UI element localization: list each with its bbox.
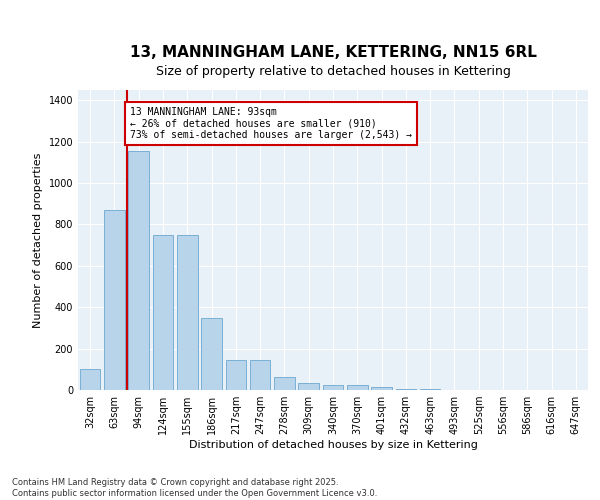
Bar	[298, 383, 319, 390]
Bar	[250, 360, 271, 390]
Y-axis label: Number of detached properties: Number of detached properties	[33, 152, 43, 328]
Bar	[323, 386, 343, 390]
Bar	[371, 387, 392, 390]
Bar	[104, 210, 125, 390]
Text: Size of property relative to detached houses in Kettering: Size of property relative to detached ho…	[155, 64, 511, 78]
Text: 13 MANNINGHAM LANE: 93sqm
← 26% of detached houses are smaller (910)
73% of semi: 13 MANNINGHAM LANE: 93sqm ← 26% of detac…	[130, 106, 412, 140]
Bar	[201, 318, 222, 390]
Text: 13, MANNINGHAM LANE, KETTERING, NN15 6RL: 13, MANNINGHAM LANE, KETTERING, NN15 6RL	[130, 45, 536, 60]
Bar	[128, 151, 149, 390]
Bar	[395, 389, 416, 390]
X-axis label: Distribution of detached houses by size in Kettering: Distribution of detached houses by size …	[188, 440, 478, 450]
Bar	[226, 360, 246, 390]
Bar	[347, 386, 368, 390]
Bar	[80, 368, 100, 390]
Bar	[177, 235, 197, 390]
Bar	[274, 377, 295, 390]
Text: Contains HM Land Registry data © Crown copyright and database right 2025.
Contai: Contains HM Land Registry data © Crown c…	[12, 478, 377, 498]
Bar	[152, 235, 173, 390]
